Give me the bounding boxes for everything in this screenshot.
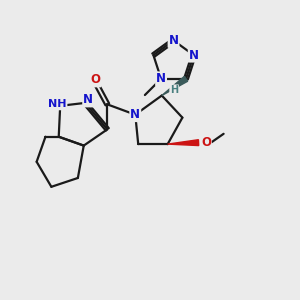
Text: O: O xyxy=(91,74,100,86)
Text: H: H xyxy=(170,85,178,95)
Text: N: N xyxy=(156,72,166,85)
Polygon shape xyxy=(162,76,188,95)
Text: N: N xyxy=(130,108,140,121)
Text: N: N xyxy=(83,93,93,106)
Text: N: N xyxy=(189,49,199,62)
Polygon shape xyxy=(168,140,199,146)
Text: NH: NH xyxy=(48,99,67,110)
Text: O: O xyxy=(201,136,211,149)
Text: N: N xyxy=(169,34,178,47)
